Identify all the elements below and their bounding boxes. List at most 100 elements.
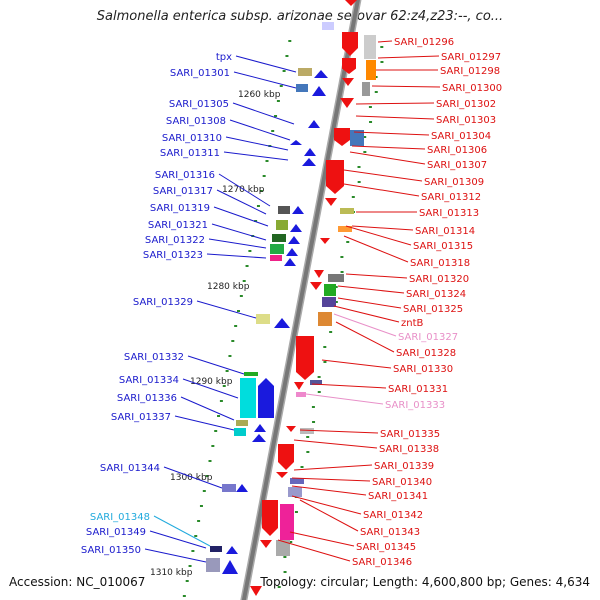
right-gene-label: SARI_01309 <box>424 177 484 188</box>
genome-title: Salmonella enterica subsp. arizonae sero… <box>96 9 504 24</box>
tick-mark-left <box>288 40 292 42</box>
right-gene-label: SARI_01343 <box>360 527 420 538</box>
right-gene-label: SARI_01314 <box>415 226 475 237</box>
label-leader-line <box>229 119 291 141</box>
domain-box <box>300 428 314 434</box>
label-leader-line <box>163 466 223 489</box>
right-gene-label: SARI_01346 <box>352 557 412 568</box>
right-gene-label: SARI_01342 <box>363 510 423 521</box>
label-leader-line <box>299 429 379 434</box>
domain-box <box>288 487 302 497</box>
domain-box <box>338 226 352 232</box>
label-leader-line <box>216 189 267 215</box>
label-leader-line <box>305 393 384 405</box>
right-gene-label: SARI_01315 <box>413 241 473 252</box>
label-leader-line <box>182 378 239 399</box>
domain-box <box>270 244 284 254</box>
tick-mark-left <box>205 475 209 477</box>
domain-box <box>350 130 364 146</box>
domain-box <box>276 220 288 230</box>
left-gene-label: SARI_01311 <box>160 148 220 159</box>
left-gene-label: tpx <box>216 52 232 63</box>
right-gene-label: SARI_01303 <box>436 115 496 126</box>
reverse-gene-arrow <box>290 140 302 145</box>
tick-mark-left <box>182 595 186 597</box>
tick-mark-right <box>369 121 373 123</box>
tick-mark-right <box>294 511 298 513</box>
right-gene-label: SARI_01327 <box>398 332 458 343</box>
reverse-gene-arrow <box>252 434 266 442</box>
forward-gene-arrow <box>340 98 354 108</box>
right-gene-label: SARI_01298 <box>440 66 500 77</box>
tick-mark-left <box>199 505 203 507</box>
label-leader-line <box>187 355 245 375</box>
right-gene-label: SARI_01306 <box>427 145 487 156</box>
right-gene-label: SARI_01297 <box>441 52 501 63</box>
label-leader-line <box>321 359 392 369</box>
scale-label: 1280 kbp <box>207 282 250 292</box>
right-gene-label: SARI_01312 <box>421 192 481 203</box>
forward-gene-arrow <box>310 282 322 290</box>
label-leader-line <box>377 55 440 59</box>
label-leader-line <box>223 151 289 161</box>
tick-mark-left <box>259 190 263 192</box>
label-leader-line <box>180 396 235 421</box>
tick-mark-left <box>245 265 249 267</box>
tick-mark-right <box>277 586 281 588</box>
label-leader-line <box>299 499 359 532</box>
domain-box <box>322 22 334 30</box>
forward-gene-arrow <box>342 32 358 56</box>
right-gene-label: SARI_01320 <box>409 274 469 285</box>
forward-gene-arrow <box>342 58 356 74</box>
right-gene-label: SARI_01335 <box>380 429 440 440</box>
reverse-gene-arrow <box>304 148 316 156</box>
reverse-gene-arrow <box>308 120 320 128</box>
reverse-gene-arrow <box>286 248 298 256</box>
domain-box <box>222 484 236 492</box>
tick-mark-right <box>312 421 316 423</box>
label-leader-line <box>225 136 289 151</box>
tick-mark-right <box>368 106 372 108</box>
tick-mark-right <box>317 376 321 378</box>
tick-mark-right <box>363 151 367 153</box>
tick-mark-right <box>374 76 378 78</box>
domain-box <box>298 68 312 76</box>
left-gene-label: SARI_01308 <box>166 116 226 127</box>
tick-mark-left <box>197 520 201 522</box>
reverse-gene-arrow <box>302 158 316 166</box>
domain-box <box>278 206 290 214</box>
label-leader-line <box>343 183 420 197</box>
label-leader-line <box>235 55 297 73</box>
left-gene-label: SARI_01321 <box>148 220 208 231</box>
label-leader-line <box>355 115 435 120</box>
tick-mark-left <box>214 430 218 432</box>
left-gene-label: SARI_01310 <box>162 133 222 144</box>
domain-box <box>296 392 306 397</box>
left-gene-label: SARI_01348 <box>90 512 150 523</box>
domain-box <box>366 60 376 80</box>
domain-box <box>364 35 376 59</box>
domain-box <box>270 255 282 261</box>
tick-mark-right <box>317 391 321 393</box>
domain-box <box>362 82 370 96</box>
reverse-gene-arrow <box>288 236 300 244</box>
label-leader-line <box>291 495 362 515</box>
tick-mark-right <box>329 331 333 333</box>
label-leader-line <box>343 235 409 263</box>
tick-mark-right <box>340 256 344 258</box>
label-leader-line <box>153 515 211 547</box>
scale-label: 1270 kbp <box>222 185 265 195</box>
tick-mark-left <box>222 385 226 387</box>
domain-box <box>322 297 336 307</box>
label-leader-line <box>149 530 207 549</box>
domain-box <box>280 504 294 540</box>
tick-mark-left <box>217 415 221 417</box>
tick-mark-right <box>334 301 338 303</box>
left-gene-label: SARI_01316 <box>155 170 215 181</box>
label-leader-line <box>208 238 267 249</box>
tick-mark-right <box>380 46 384 48</box>
forward-gene-arrow <box>342 78 354 86</box>
tick-mark-right <box>283 556 287 558</box>
reverse-gene-arrow <box>254 424 266 432</box>
